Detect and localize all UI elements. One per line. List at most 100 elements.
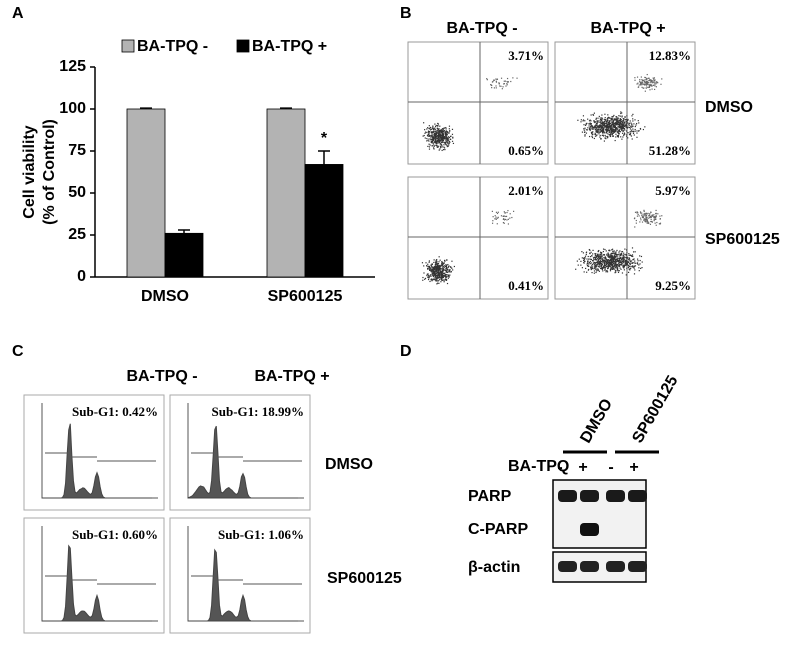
- dot: [620, 125, 622, 127]
- dot: [606, 263, 609, 265]
- dot: [631, 124, 633, 126]
- dot: [601, 127, 603, 129]
- dot: [632, 113, 634, 115]
- dot: [430, 131, 432, 133]
- dot: [620, 258, 623, 260]
- dot: [438, 142, 440, 144]
- dot: [629, 264, 631, 266]
- dot: [624, 261, 626, 264]
- dot: [618, 123, 620, 125]
- dot: [604, 256, 606, 258]
- dot: [649, 216, 652, 218]
- dot: [615, 118, 618, 120]
- dot: [431, 136, 433, 138]
- dot: [607, 128, 609, 130]
- quadrant-lines: [555, 177, 695, 299]
- dot: [624, 264, 627, 266]
- dot: [642, 128, 645, 131]
- dot: [608, 249, 610, 252]
- dot: [588, 123, 590, 125]
- dot: [446, 264, 448, 267]
- dot: [504, 212, 506, 214]
- dot: [427, 131, 430, 133]
- dot: [433, 273, 435, 275]
- dot: [447, 263, 449, 266]
- dot: [586, 265, 589, 267]
- dot: [595, 122, 598, 125]
- dot: [583, 257, 585, 259]
- dot: [596, 129, 598, 132]
- dot: [506, 80, 508, 83]
- dot: [601, 252, 603, 254]
- dot: [435, 278, 437, 280]
- dot: [444, 276, 447, 278]
- dot: [491, 84, 493, 87]
- bar: [304, 164, 344, 278]
- dot: [636, 83, 638, 85]
- dot: [588, 135, 591, 138]
- dot: [577, 264, 579, 266]
- dot: [620, 120, 622, 122]
- dot: [445, 144, 447, 146]
- dot: [639, 263, 641, 265]
- dot: [437, 268, 440, 270]
- dot: [613, 257, 615, 259]
- dot: [605, 123, 607, 125]
- dot: [434, 279, 436, 281]
- dot: [582, 119, 585, 121]
- dot: [437, 277, 440, 279]
- dot: [431, 140, 434, 143]
- dot: [492, 216, 494, 218]
- dot: [594, 135, 597, 137]
- dot: [583, 262, 585, 264]
- dot: [584, 120, 586, 122]
- dot: [612, 132, 615, 134]
- dot: [613, 265, 615, 267]
- dot: [595, 124, 597, 127]
- dot: [588, 258, 590, 260]
- dot: [617, 120, 619, 123]
- dot: [615, 127, 617, 129]
- dot: [434, 139, 437, 141]
- dot: [593, 264, 595, 266]
- dot: [610, 267, 612, 269]
- dot: [614, 252, 616, 254]
- dot: [615, 136, 617, 138]
- dot: [618, 265, 620, 267]
- dot: [624, 133, 626, 135]
- dot: [598, 120, 600, 122]
- legend-swatch: [121, 39, 135, 53]
- dot: [631, 247, 634, 249]
- dot: [645, 215, 647, 217]
- dot: [648, 81, 650, 83]
- dot: [635, 219, 637, 222]
- dot: [431, 270, 433, 272]
- dot: [441, 270, 443, 273]
- dot: [595, 121, 597, 123]
- dot: [436, 275, 438, 277]
- gate-markers: [191, 575, 302, 585]
- dot: [434, 267, 436, 269]
- dot: [626, 115, 628, 117]
- dot: [628, 122, 631, 124]
- dot: [583, 124, 585, 126]
- dot: [494, 215, 496, 217]
- dot: [438, 269, 440, 271]
- dot: [601, 268, 603, 270]
- dot: [600, 138, 602, 140]
- dot: [439, 274, 442, 276]
- dot: [630, 122, 632, 124]
- dot: [597, 253, 599, 255]
- dot: [600, 120, 602, 122]
- dot: [602, 126, 604, 128]
- dot: [432, 138, 434, 141]
- dot: [638, 122, 640, 124]
- dot: [430, 267, 432, 269]
- dot: [428, 260, 430, 262]
- dot: [613, 114, 615, 117]
- dot: [611, 255, 614, 257]
- dot: [432, 136, 435, 138]
- dot: [647, 86, 649, 89]
- dot: [443, 268, 445, 270]
- bar: [126, 108, 166, 278]
